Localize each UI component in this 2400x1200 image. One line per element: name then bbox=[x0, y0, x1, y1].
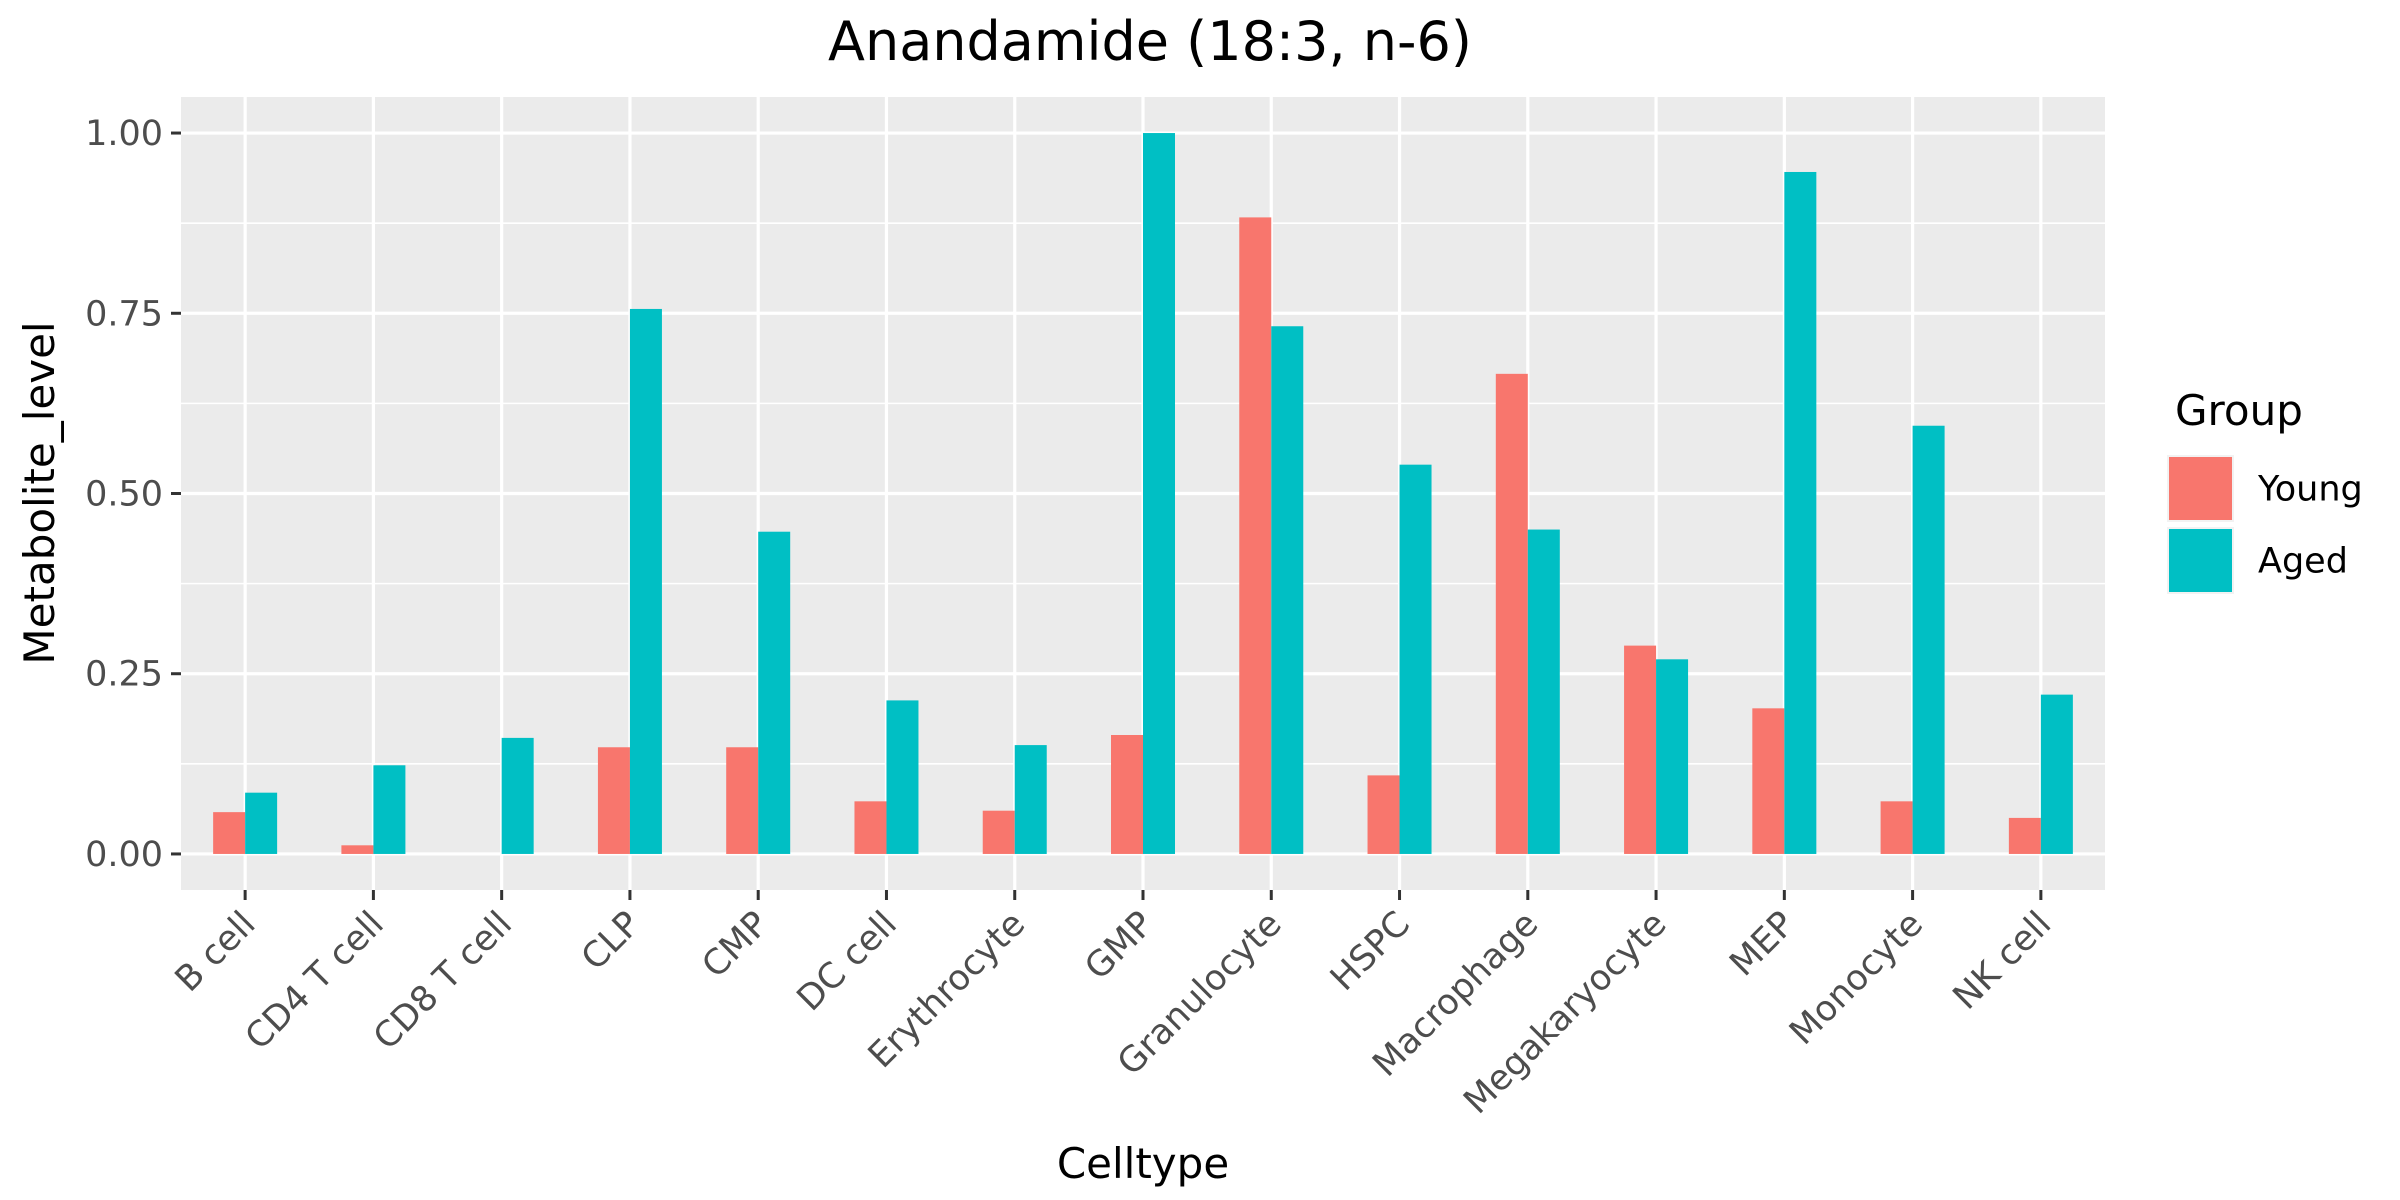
bar-young-clp bbox=[597, 747, 630, 854]
y-axis: 0.00 0.25 0.50 0.75 1.00 bbox=[85, 114, 181, 875]
x-axis-title: Celltype bbox=[1057, 1139, 1229, 1188]
bar-aged-b-cell bbox=[245, 792, 278, 854]
legend-swatch-young bbox=[2169, 457, 2232, 520]
x-tick-label: DC cell bbox=[790, 904, 905, 1019]
x-tick-label: MEP bbox=[1722, 904, 1802, 984]
bar-young-mep bbox=[1752, 708, 1785, 854]
bar-young-granulocyte bbox=[1239, 217, 1272, 854]
x-tick-label: CMP bbox=[695, 904, 777, 986]
legend-label-aged: Aged bbox=[2258, 542, 2348, 582]
x-tick-label: CD4 T cell bbox=[238, 904, 392, 1058]
x-tick-label: NK cell bbox=[1946, 904, 2059, 1017]
bar-young-megakaryocyte bbox=[1624, 645, 1657, 854]
bar-aged-granulocyte bbox=[1271, 326, 1304, 854]
bar-young-nk-cell bbox=[2008, 817, 2041, 854]
bar-aged-dc-cell bbox=[886, 700, 919, 854]
legend: Group Young Aged bbox=[2167, 386, 2363, 594]
x-tick-label: HSPC bbox=[1323, 904, 1418, 999]
x-tick-label: CD8 T cell bbox=[366, 904, 520, 1058]
bar-aged-megakaryocyte bbox=[1656, 659, 1689, 854]
bar-aged-gmp bbox=[1143, 133, 1175, 854]
x-tick-label: GMP bbox=[1078, 904, 1162, 988]
legend-swatch-aged bbox=[2169, 529, 2232, 592]
y-tick-label: 0.75 bbox=[85, 294, 163, 334]
bar-aged-clp bbox=[629, 308, 662, 854]
x-tick-label: Monocyte bbox=[1782, 904, 1931, 1053]
x-tick-label: B cell bbox=[168, 904, 264, 1000]
bar-aged-mep bbox=[1784, 171, 1817, 854]
bar-young-cmp bbox=[726, 747, 759, 854]
y-tick-label: 1.00 bbox=[85, 114, 163, 154]
y-tick-label: 0.25 bbox=[85, 655, 163, 695]
bar-young-b-cell bbox=[213, 812, 246, 854]
x-tick-label: CLP bbox=[574, 904, 648, 978]
bar-aged-cd8-t-cell bbox=[501, 737, 534, 854]
chart-title: Anandamide (18:3, n-6) bbox=[828, 10, 1472, 73]
y-tick-label: 0.00 bbox=[85, 835, 163, 875]
y-axis-title: Metabolite_level bbox=[15, 321, 64, 664]
legend-title: Group bbox=[2175, 386, 2303, 435]
legend-label-young: Young bbox=[2257, 470, 2363, 510]
bar-aged-nk-cell bbox=[2040, 694, 2073, 854]
bar-aged-erythrocyte bbox=[1014, 745, 1047, 854]
bar-aged-cmp bbox=[758, 531, 791, 854]
bar-young-gmp bbox=[1111, 735, 1143, 854]
bar-aged-hspc bbox=[1399, 464, 1432, 854]
bar-young-monocyte bbox=[1880, 801, 1913, 854]
bar-aged-macrophage bbox=[1527, 529, 1560, 854]
bar-young-macrophage bbox=[1495, 373, 1528, 854]
bars-layer bbox=[213, 133, 2073, 854]
bar-aged-cd4-t-cell bbox=[373, 765, 406, 854]
bar-young-hspc bbox=[1367, 775, 1400, 854]
bar-young-dc-cell bbox=[854, 801, 887, 854]
bar-young-erythrocyte bbox=[982, 810, 1015, 854]
bar-aged-monocyte bbox=[1912, 425, 1945, 854]
bar-young-cd4-t-cell bbox=[341, 845, 374, 854]
y-tick-label: 0.50 bbox=[85, 475, 163, 515]
